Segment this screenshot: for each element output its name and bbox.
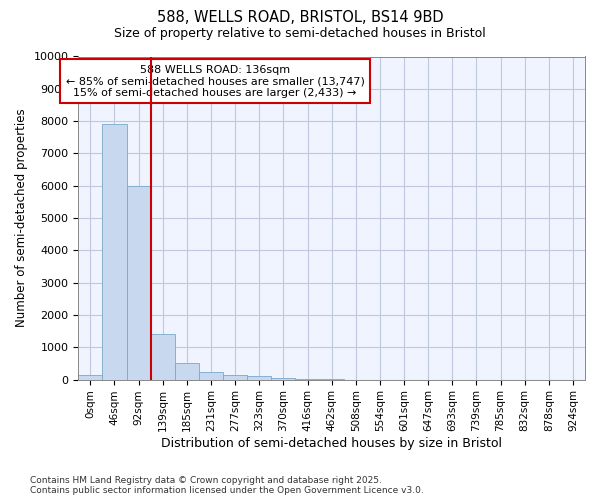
Bar [151, 334, 175, 380]
Text: Contains HM Land Registry data © Crown copyright and database right 2025.
Contai: Contains HM Land Registry data © Crown c… [30, 476, 424, 495]
Bar [103, 124, 127, 380]
Y-axis label: Number of semi-detached properties: Number of semi-detached properties [15, 108, 28, 328]
Bar [78, 375, 103, 380]
Text: Size of property relative to semi-detached houses in Bristol: Size of property relative to semi-detach… [114, 28, 486, 40]
Bar [223, 375, 247, 380]
Bar [199, 372, 223, 380]
Bar [127, 186, 151, 380]
Bar [271, 378, 295, 380]
Text: 588, WELLS ROAD, BRISTOL, BS14 9BD: 588, WELLS ROAD, BRISTOL, BS14 9BD [157, 10, 443, 25]
X-axis label: Distribution of semi-detached houses by size in Bristol: Distribution of semi-detached houses by … [161, 437, 502, 450]
Bar [247, 376, 271, 380]
Text: 588 WELLS ROAD: 136sqm
← 85% of semi-detached houses are smaller (13,747)
15% of: 588 WELLS ROAD: 136sqm ← 85% of semi-det… [65, 64, 365, 98]
Bar [175, 364, 199, 380]
